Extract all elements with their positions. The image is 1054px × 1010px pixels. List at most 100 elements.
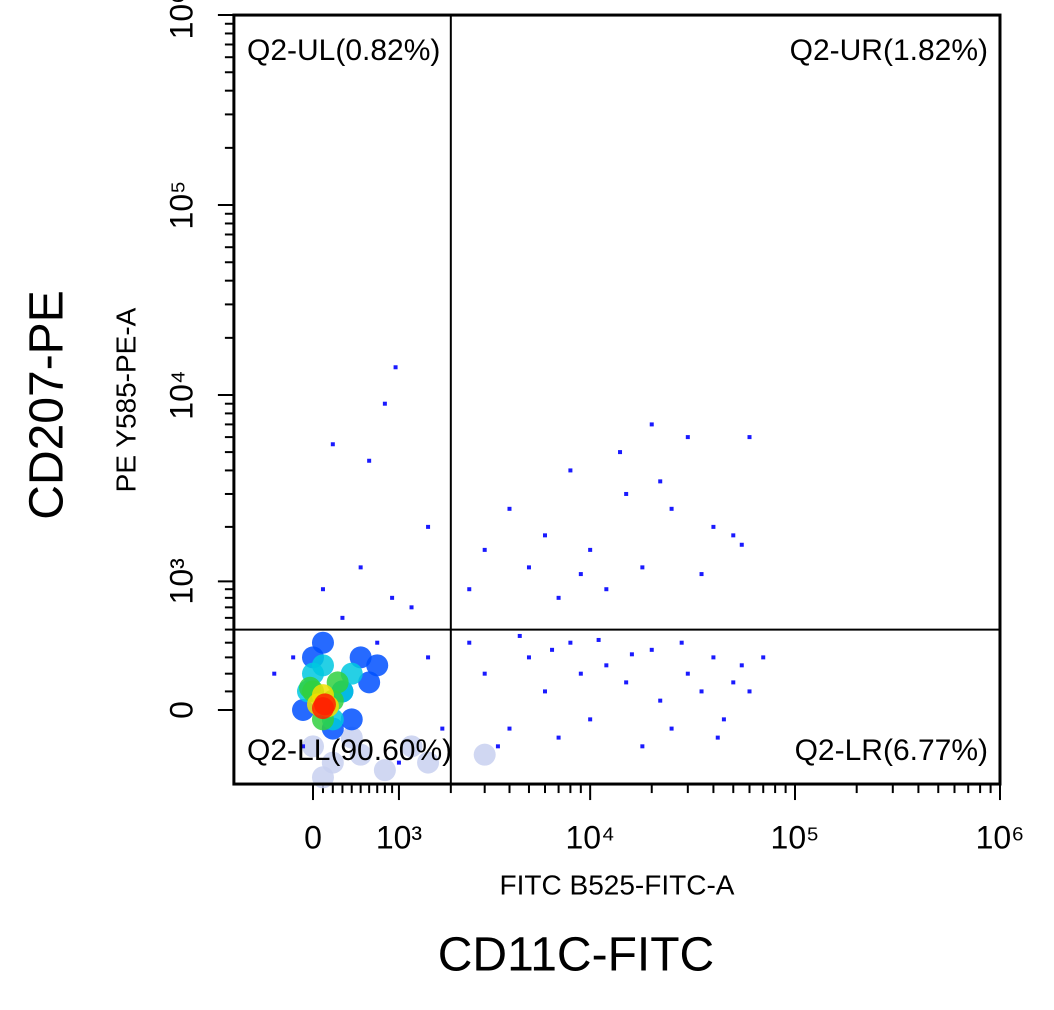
point <box>409 605 414 610</box>
point <box>556 735 561 740</box>
point <box>301 744 306 749</box>
x-axis-label: FITC B525-FITC-A <box>500 869 735 900</box>
point <box>517 633 522 638</box>
point <box>669 726 674 731</box>
density-point <box>349 646 372 669</box>
point <box>721 717 726 722</box>
point <box>679 640 684 645</box>
point <box>715 735 720 740</box>
point <box>367 458 372 463</box>
point <box>658 698 663 703</box>
point <box>526 565 531 570</box>
point <box>393 365 398 370</box>
density-point <box>417 751 440 774</box>
point <box>507 726 512 731</box>
point <box>507 506 512 511</box>
point <box>578 572 583 577</box>
point <box>699 689 704 694</box>
point <box>550 647 555 652</box>
point <box>542 689 547 694</box>
point <box>596 637 601 642</box>
point <box>568 640 573 645</box>
point <box>556 595 561 600</box>
point <box>375 640 380 645</box>
point <box>467 587 472 592</box>
point <box>739 542 744 547</box>
x-axis-title: CD11C-FITC <box>438 929 714 982</box>
point <box>658 479 663 484</box>
y-axis-title: CD207-PE <box>21 290 74 519</box>
point <box>291 655 296 660</box>
quadrant-label: Q2-UL(0.82%) <box>247 34 440 67</box>
point <box>426 524 431 529</box>
point <box>685 671 690 676</box>
point <box>588 717 593 722</box>
density-point <box>349 743 372 766</box>
x-tick-label: 10⁵ <box>771 819 820 855</box>
point <box>604 587 609 592</box>
point <box>340 615 345 620</box>
point <box>640 565 645 570</box>
point <box>731 533 736 538</box>
point <box>731 680 736 685</box>
quadrant-label: Q2-UR(1.82%) <box>790 34 988 67</box>
point <box>669 506 674 511</box>
point <box>649 647 654 652</box>
point <box>604 663 609 668</box>
point <box>390 595 395 600</box>
y-tick-label: 0 <box>163 701 199 719</box>
x-tick-label: 10³ <box>376 819 423 855</box>
point <box>482 671 487 676</box>
quadrant-label: Q2-LR(6.77%) <box>795 734 988 767</box>
point <box>526 655 531 660</box>
point <box>330 442 335 447</box>
point <box>699 572 704 577</box>
density-point <box>311 631 334 654</box>
density-point <box>326 671 349 694</box>
point <box>761 655 766 660</box>
density-point <box>473 743 496 766</box>
point <box>358 565 363 570</box>
point <box>588 547 593 552</box>
density-point <box>340 726 363 749</box>
point <box>624 491 629 496</box>
point <box>467 640 472 645</box>
point <box>396 760 401 765</box>
density-point <box>311 697 334 720</box>
point <box>482 547 487 552</box>
x-tick-label: 10⁴ <box>565 819 614 855</box>
point <box>440 726 445 731</box>
y-axis-label: PE Y585-PE-A <box>110 307 141 492</box>
density-point <box>340 708 363 731</box>
point <box>272 671 277 676</box>
density-point <box>311 654 334 677</box>
density-point <box>366 654 389 677</box>
point <box>426 655 431 660</box>
point <box>685 435 690 440</box>
density-point <box>358 671 381 694</box>
y-tick-label: 10⁶ <box>163 0 199 39</box>
density-point <box>373 759 396 782</box>
point <box>739 663 744 668</box>
x-tick-label: 10⁶ <box>976 819 1025 855</box>
density-point <box>302 735 324 758</box>
point <box>711 655 716 660</box>
point <box>382 401 387 406</box>
point <box>629 652 634 657</box>
point <box>578 671 583 676</box>
point <box>624 680 629 685</box>
point <box>495 744 500 749</box>
point <box>542 533 547 538</box>
x-tick-label: 0 <box>304 819 322 855</box>
density-point <box>400 735 423 758</box>
point <box>711 524 716 529</box>
point <box>568 468 573 473</box>
point <box>747 689 752 694</box>
y-tick-label: 10⁴ <box>163 370 199 419</box>
point <box>640 744 645 749</box>
y-tick-label: 10³ <box>163 558 199 605</box>
point <box>320 587 325 592</box>
plot-frame <box>232 13 1002 786</box>
quadrant-label: Q2-LL(90.60%) <box>247 734 452 767</box>
